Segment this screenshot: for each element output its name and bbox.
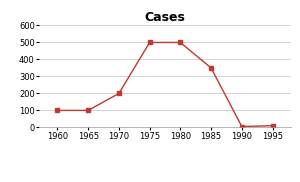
Incidence of X disease in Someland	[117, 92, 121, 94]
Incidence of X disease in Someland	[209, 67, 213, 69]
Incidence of X disease in Someland	[148, 41, 152, 43]
Line: Incidence of X disease in Someland: Incidence of X disease in Someland	[56, 40, 274, 129]
Incidence of X disease in Someland	[178, 41, 182, 43]
Incidence of X disease in Someland	[56, 109, 59, 112]
Incidence of X disease in Someland	[86, 109, 90, 112]
Incidence of X disease in Someland	[240, 125, 244, 128]
Incidence of X disease in Someland	[271, 125, 275, 127]
Title: Cases: Cases	[145, 11, 185, 24]
